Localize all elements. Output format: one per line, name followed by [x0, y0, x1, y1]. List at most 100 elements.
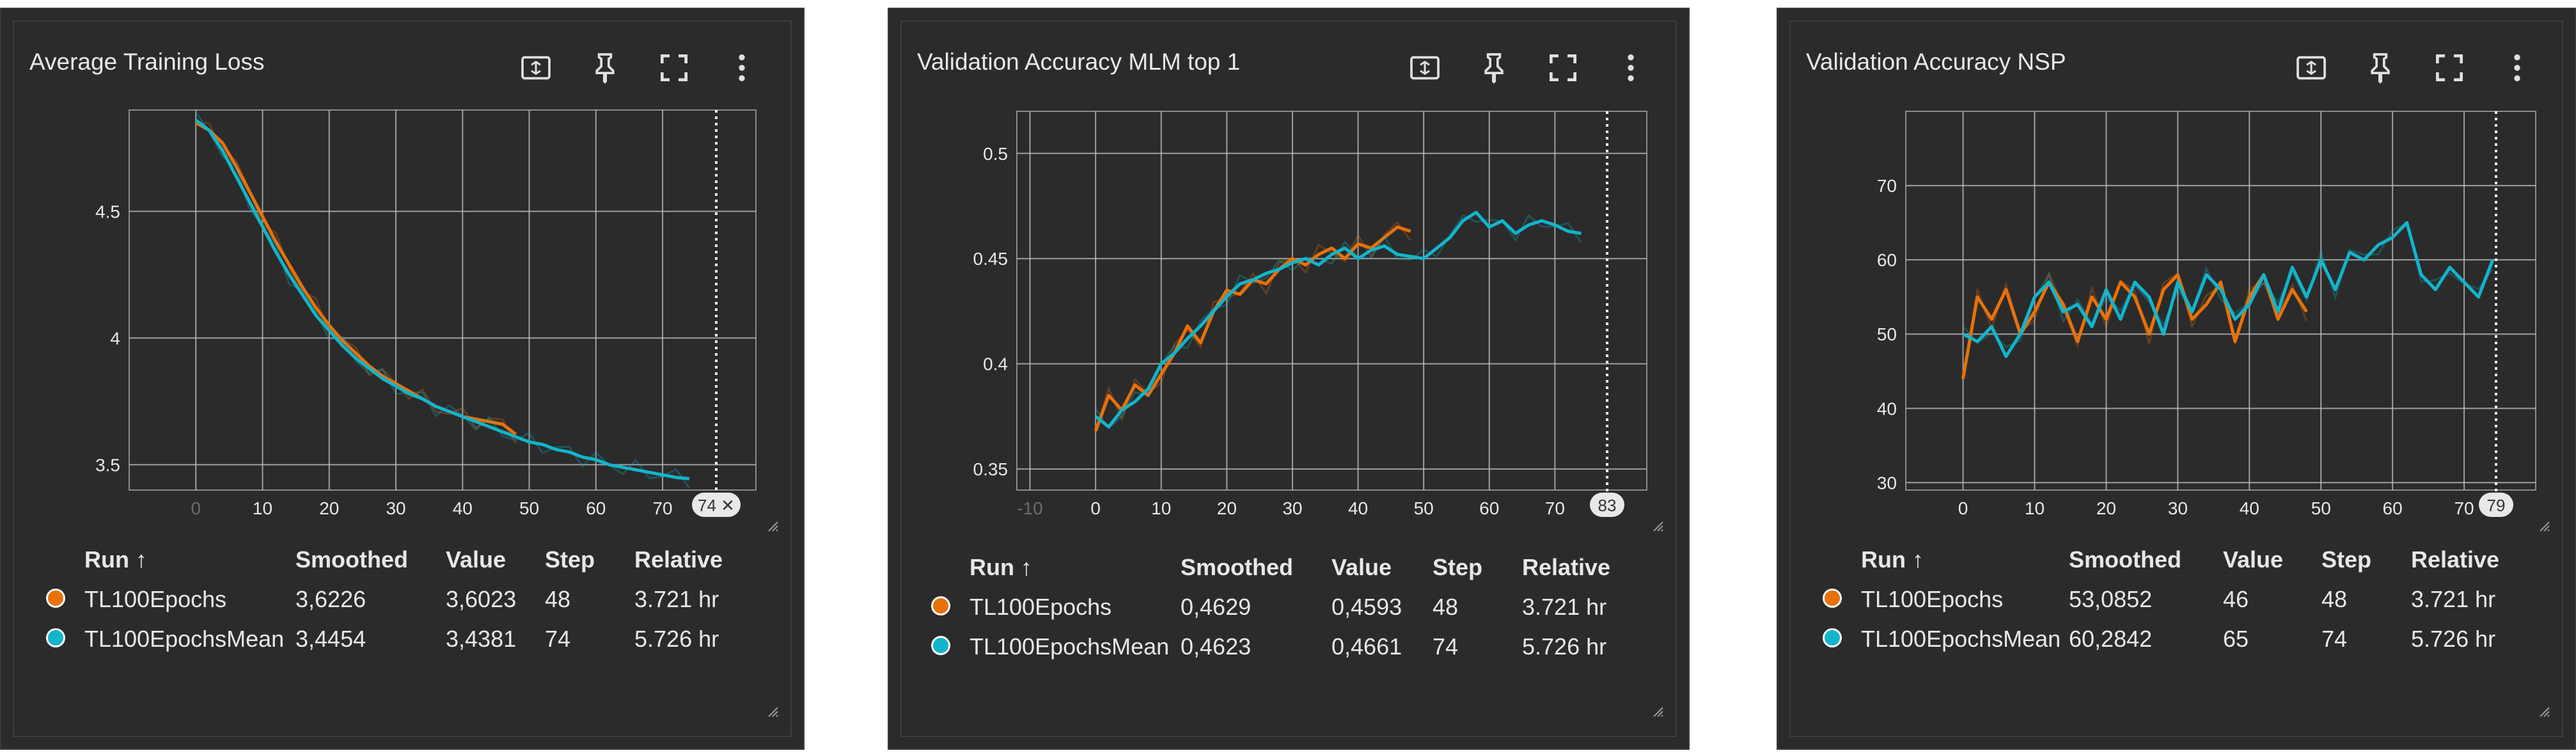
run-color-swatch[interactable]	[46, 589, 65, 608]
table-cell-run: TL100Epochs	[84, 586, 227, 612]
series-line-tl100epochsmean	[194, 118, 689, 480]
resize-handle-icon[interactable]	[1653, 521, 1664, 532]
fit-domain-icon[interactable]	[2293, 50, 2329, 86]
y-tick-label: 0.35	[973, 459, 1009, 479]
fit-domain-icon[interactable]	[518, 50, 554, 86]
hover-step-label: 74 ✕	[698, 496, 735, 515]
column-header-step[interactable]: Step	[545, 546, 595, 573]
x-tick-label: 30	[1282, 498, 1302, 518]
chart-card-training-loss: Average Training Loss 0 10 20 30 40 50 60 70 3.5…	[0, 8, 805, 750]
x-tick-label: 0	[1958, 498, 1968, 518]
column-header-run[interactable]: Run ↑	[1861, 546, 1924, 573]
column-header-smoothed[interactable]: Smoothed	[1181, 554, 1293, 580]
x-tick-label: 20	[319, 498, 339, 518]
table-cell-step: 74	[545, 626, 571, 652]
resize-handle-icon[interactable]	[2539, 706, 2550, 718]
column-header-step[interactable]: Step	[2321, 546, 2372, 573]
table-cell-smoothed: 0,4623	[1181, 633, 1252, 660]
x-tick-label: 50	[519, 498, 539, 518]
column-header-run[interactable]: Run ↑	[970, 554, 1032, 580]
run-color-swatch[interactable]	[1823, 589, 1842, 608]
column-header-relative[interactable]: Relative	[2411, 546, 2500, 573]
series-line-tl100epochs	[195, 121, 517, 436]
x-tick-label: 40	[453, 498, 473, 518]
table-cell-run: TL100Epochs	[1861, 586, 2004, 612]
pin-icon[interactable]	[587, 50, 623, 86]
column-header-run[interactable]: Run ↑	[84, 546, 147, 573]
fullscreen-icon[interactable]	[2431, 50, 2467, 86]
fullscreen-icon[interactable]	[656, 50, 692, 86]
x-tick-label: 70	[1545, 498, 1565, 518]
x-tick-label: 70	[2454, 498, 2474, 518]
series-raw-line	[195, 111, 690, 489]
x-tick-label: 50	[2311, 498, 2331, 518]
y-tick-label: 4.5	[95, 202, 120, 221]
run-color-swatch[interactable]	[46, 628, 65, 647]
run-color-swatch[interactable]	[1823, 628, 1842, 647]
line-chart[interactable]: -10 0 10 20 30 40 50 60 70 0.35 0.4 0.45 0.5 83	[889, 9, 1691, 534]
chart-card-mlm-accuracy: Validation Accuracy MLM top 1 -10 0 10 20 30…	[888, 8, 1690, 750]
column-header-smoothed[interactable]: Smoothed	[2069, 546, 2181, 573]
table-cell-relative: 5.726 hr	[1522, 633, 1607, 660]
run-color-swatch[interactable]	[931, 596, 950, 615]
x-tick-label: 10	[253, 498, 272, 518]
x-tick-label: 50	[1414, 498, 1434, 518]
table-cell-value: 0,4661	[1331, 633, 1402, 660]
x-tick-label: 0	[191, 498, 201, 518]
table-cell-step: 48	[2321, 586, 2348, 612]
table-cell-smoothed: 3,4454	[295, 626, 366, 652]
x-tick-label: 60	[2383, 498, 2403, 518]
x-tick-label: 0	[1090, 498, 1101, 518]
x-tick-label: 30	[2168, 498, 2188, 518]
series-raw-line	[1094, 214, 1582, 431]
table-cell-run: TL100EpochsMean	[1861, 626, 2061, 652]
hover-step-label: 79	[2487, 496, 2506, 515]
table-cell-step: 74	[2321, 626, 2348, 652]
x-tick-label: 40	[2240, 498, 2259, 518]
more-vert-icon[interactable]	[1613, 50, 1649, 86]
run-table: Run ↑ Smoothed Value Step Relative TL100Epoch…	[1778, 546, 2576, 725]
card-border	[13, 20, 792, 737]
fullscreen-icon[interactable]	[1545, 50, 1581, 86]
table-cell-relative: 3.721 hr	[634, 586, 719, 612]
more-vert-icon[interactable]	[2499, 50, 2535, 86]
y-tick-label: 60	[1877, 250, 1897, 270]
table-cell-relative: 3.721 hr	[2411, 586, 2496, 612]
x-tick-label: 60	[1479, 498, 1499, 518]
column-header-relative[interactable]: Relative	[1522, 554, 1611, 580]
y-tick-label: 0.5	[983, 144, 1008, 164]
table-cell-relative: 5.726 hr	[2411, 626, 2496, 652]
column-header-step[interactable]: Step	[1433, 554, 1483, 580]
x-tick-label: 30	[386, 498, 405, 518]
pin-icon[interactable]	[2362, 50, 2398, 86]
table-cell-run: TL100EpochsMean	[970, 633, 1170, 660]
hover-step-label: 83	[1598, 496, 1617, 515]
column-header-smoothed[interactable]: Smoothed	[295, 546, 408, 573]
pin-icon[interactable]	[1476, 50, 1512, 86]
run-color-swatch[interactable]	[931, 636, 950, 655]
x-tick-label: 40	[1348, 498, 1368, 518]
table-cell-value: 46	[2223, 586, 2249, 612]
line-chart[interactable]: 0 10 20 30 40 50 60 70 30 40 50 60 70 79	[1778, 9, 2576, 534]
resize-handle-icon[interactable]	[767, 706, 779, 718]
line-chart[interactable]: 0 10 20 30 40 50 60 70 3.5 4 4.5 74 ✕	[1, 9, 806, 534]
x-tick-label: 10	[1151, 498, 1171, 518]
y-tick-label: 50	[1877, 324, 1897, 344]
resize-handle-icon[interactable]	[1653, 706, 1664, 718]
table-cell-step: 48	[545, 586, 571, 612]
series-line-tl100epochsmean	[1962, 221, 2495, 358]
resize-handle-icon[interactable]	[767, 521, 779, 532]
table-cell-value: 65	[2223, 626, 2249, 652]
column-header-value[interactable]: Value	[446, 546, 507, 573]
y-tick-label: 4	[110, 328, 120, 348]
resize-handle-icon[interactable]	[2539, 521, 2550, 532]
column-header-value[interactable]: Value	[1331, 554, 1392, 580]
y-tick-label: 70	[1877, 176, 1897, 196]
table-cell-smoothed: 0,4629	[1181, 594, 1252, 620]
table-cell-run: TL100Epochs	[970, 594, 1112, 620]
more-vert-icon[interactable]	[724, 50, 760, 86]
column-header-relative[interactable]: Relative	[634, 546, 723, 573]
column-header-value[interactable]: Value	[2223, 546, 2284, 573]
y-tick-label: 30	[1877, 473, 1897, 493]
fit-domain-icon[interactable]	[1407, 50, 1443, 86]
